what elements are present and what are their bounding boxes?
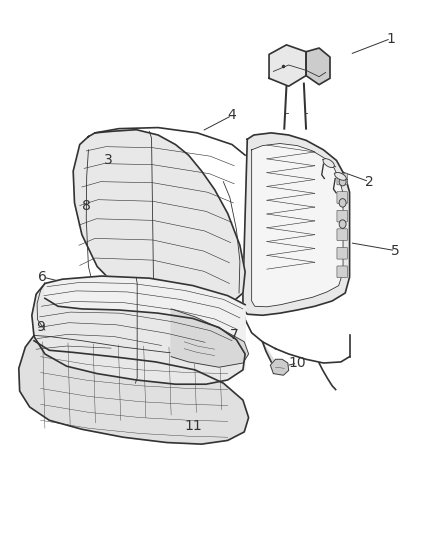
Circle shape xyxy=(339,199,346,207)
Polygon shape xyxy=(73,130,245,317)
Text: 8: 8 xyxy=(82,198,91,213)
Ellipse shape xyxy=(323,159,334,167)
Polygon shape xyxy=(19,335,249,444)
Polygon shape xyxy=(306,48,330,85)
Polygon shape xyxy=(252,143,343,307)
Circle shape xyxy=(339,177,346,186)
FancyBboxPatch shape xyxy=(337,266,347,278)
Text: 5: 5 xyxy=(391,244,399,257)
Polygon shape xyxy=(45,276,245,370)
Polygon shape xyxy=(243,133,350,316)
Text: 7: 7 xyxy=(230,328,239,342)
Ellipse shape xyxy=(335,173,346,180)
Circle shape xyxy=(339,220,346,228)
Polygon shape xyxy=(269,45,306,86)
Text: 6: 6 xyxy=(38,270,47,284)
FancyBboxPatch shape xyxy=(337,192,347,204)
FancyBboxPatch shape xyxy=(337,229,347,240)
Text: 11: 11 xyxy=(184,418,202,433)
Polygon shape xyxy=(32,284,245,384)
Text: 9: 9 xyxy=(36,320,45,335)
Text: 3: 3 xyxy=(104,154,113,167)
FancyBboxPatch shape xyxy=(337,247,347,259)
Text: 1: 1 xyxy=(386,31,396,45)
FancyBboxPatch shape xyxy=(337,173,347,185)
Polygon shape xyxy=(171,309,249,367)
Text: 4: 4 xyxy=(228,108,237,123)
Polygon shape xyxy=(270,359,289,375)
FancyBboxPatch shape xyxy=(337,211,347,222)
Polygon shape xyxy=(261,341,282,375)
Text: 10: 10 xyxy=(289,356,306,370)
Text: 2: 2 xyxy=(365,175,374,189)
